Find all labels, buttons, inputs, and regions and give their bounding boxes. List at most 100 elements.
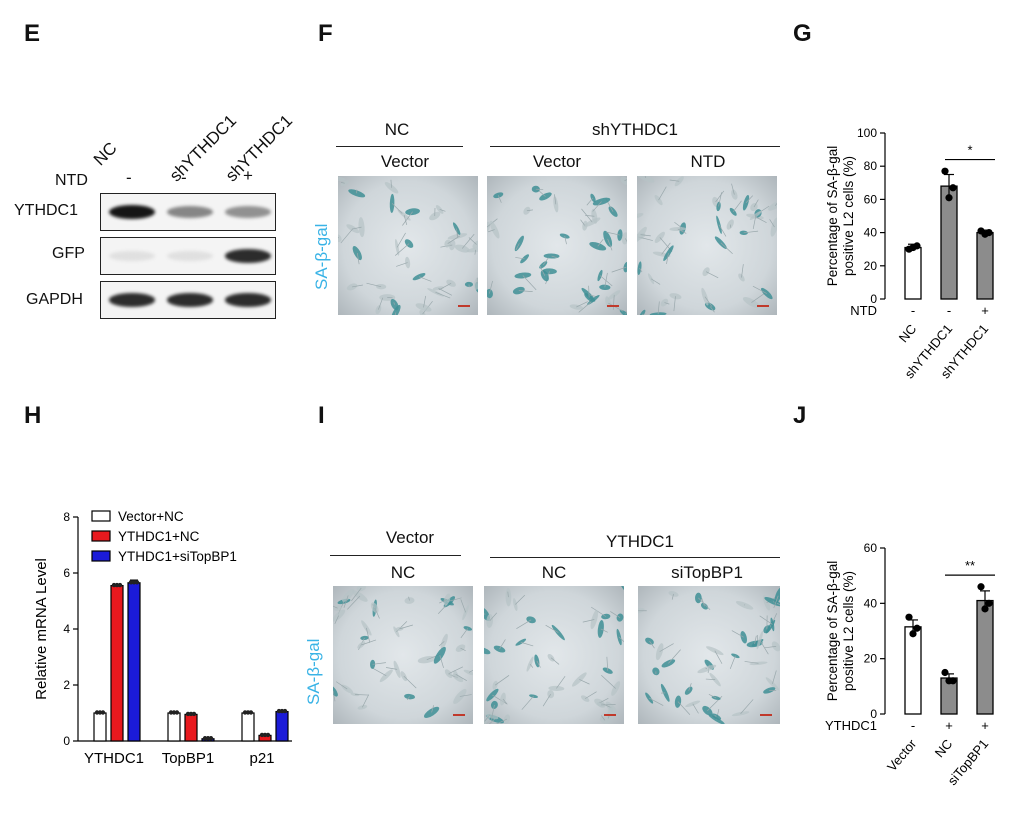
cell (489, 220, 500, 239)
y-tick-label: 40 (864, 596, 878, 610)
blot-band (225, 249, 271, 263)
cell-process (497, 195, 502, 203)
micrograph-vector-nc (333, 586, 473, 724)
cell-process (394, 312, 397, 315)
y-tick-label: 100 (857, 126, 877, 140)
cell-process (718, 224, 727, 237)
cell (513, 598, 518, 611)
ntd-sign-lane2: - (181, 168, 187, 187)
cell-process (455, 674, 467, 681)
cell (423, 706, 440, 718)
cell-process (611, 266, 627, 273)
group-label-shythdc1: shYTHDC1 (592, 120, 678, 139)
cell-process (701, 597, 705, 607)
cell (763, 625, 771, 634)
cell-process (664, 302, 670, 305)
blot-band (109, 293, 155, 307)
bar (904, 626, 922, 715)
cell (486, 688, 499, 702)
data-point (985, 599, 993, 607)
cell (623, 261, 627, 273)
data-point (909, 630, 917, 638)
cell (346, 283, 358, 291)
cell-process (639, 268, 643, 273)
panel-label-e: E (24, 20, 41, 47)
cell (526, 616, 536, 624)
data-point (977, 583, 985, 591)
cell (551, 624, 565, 641)
cell (484, 647, 491, 655)
cell-process (351, 226, 362, 230)
cell-process (371, 667, 387, 677)
cell (357, 704, 368, 710)
y-tick-label: 20 (864, 652, 878, 666)
cell-process (418, 276, 432, 282)
micrograph-cells (484, 586, 624, 724)
cell-process (374, 607, 380, 619)
panel-label-i: I (318, 402, 325, 429)
cell (384, 182, 399, 194)
cell-process (708, 694, 717, 699)
cell (526, 656, 534, 672)
group-line-ythdc1 (490, 557, 780, 558)
cell (395, 626, 404, 631)
cell-process (581, 208, 593, 223)
cell-process (657, 301, 660, 315)
cell-process (591, 606, 606, 617)
cell (731, 653, 740, 659)
cell-process (402, 211, 413, 226)
cell-process (754, 635, 757, 645)
cell-process (658, 186, 667, 201)
cell (749, 210, 762, 221)
y-tick-label: 0 (63, 734, 70, 748)
cell (375, 305, 382, 315)
condition-sign: + (945, 718, 953, 733)
cell-process (677, 228, 687, 234)
legend-swatch (91, 510, 111, 522)
blot-band (109, 250, 155, 262)
cell-process (522, 275, 537, 291)
cell (379, 294, 396, 301)
cell-process (372, 662, 386, 665)
data-point (174, 710, 180, 715)
cell-process (355, 694, 369, 696)
cell (597, 620, 604, 638)
cell (731, 711, 750, 717)
cell-process (516, 619, 532, 629)
blot-strip-gapdh (100, 281, 276, 319)
cell-process (597, 238, 604, 247)
cell-process (351, 587, 362, 602)
scale-bar (453, 714, 465, 716)
cell-process (521, 695, 534, 710)
data-point (949, 184, 957, 192)
cell (446, 279, 456, 287)
cell-process (600, 715, 606, 721)
cell (660, 683, 670, 702)
y-tick-label: 40 (864, 226, 878, 240)
cell-process (586, 197, 594, 206)
cell-process (340, 182, 345, 184)
cell-process (447, 597, 462, 603)
cell-process (648, 697, 664, 706)
sub-label-sitopbp1: siTopBP1 (671, 563, 743, 582)
cell (493, 645, 506, 653)
cell-process (640, 234, 651, 237)
cell-process (347, 595, 361, 610)
cell-process (606, 231, 620, 236)
micrograph-nc-vector (338, 176, 478, 315)
cell (668, 591, 679, 597)
cell-process (578, 299, 594, 313)
group-label-ythdc1: YTHDC1 (605, 532, 674, 551)
cell (514, 272, 532, 279)
cell (333, 605, 342, 612)
cell-process (580, 219, 586, 226)
cell (352, 590, 368, 602)
cell (700, 602, 709, 610)
cell-process (753, 199, 759, 208)
cell-process (740, 699, 754, 714)
cell-process (731, 630, 744, 638)
cell-process (351, 284, 363, 288)
y-axis-label-line2: positive L2 cells (%) (841, 156, 856, 276)
data-point (191, 711, 197, 717)
cell (742, 194, 750, 211)
